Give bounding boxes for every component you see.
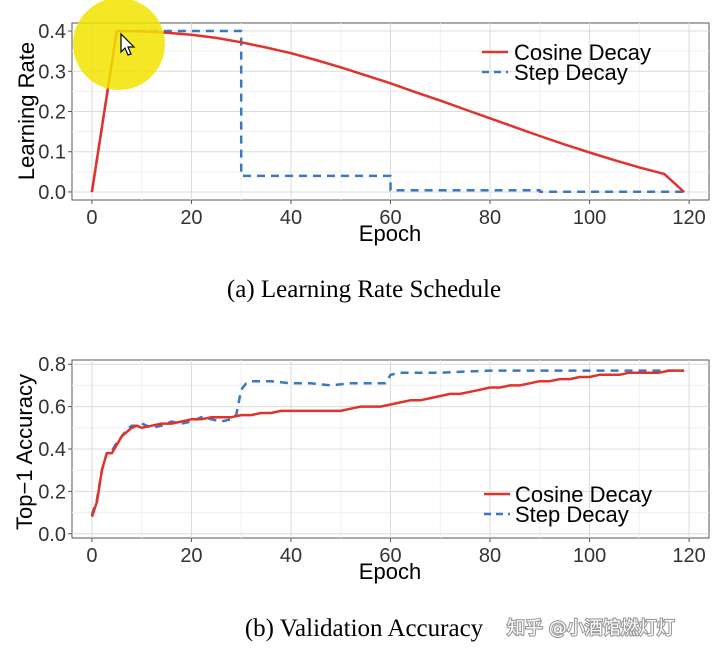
y-tick-label: 0.3: [38, 61, 66, 83]
x-tick-label: 0: [86, 207, 97, 229]
x-tick-label: 0: [86, 545, 97, 567]
y-tick-label: 0.0: [38, 182, 66, 204]
x-tick-label: 60: [379, 207, 401, 229]
series-learning-rate: [90, 29, 685, 194]
series-line-cosine-decay: [90, 29, 685, 193]
caption-validation-accuracy: (b) Validation Accuracy: [245, 615, 484, 642]
mouse-cursor-icon: [120, 32, 136, 56]
legend-label-step-decay: Step Decay: [515, 502, 629, 527]
x-tick-label: 40: [280, 207, 302, 229]
x-tick-label: 100: [573, 207, 606, 229]
gridlines-validation-accuracy: [72, 360, 709, 538]
panel-validation-accuracy: 0 20 40 60 80 100 120 0.0 0.2 0.4 0.6 0.8 Epoch Top…: [12, 354, 710, 642]
legend-label-cosine-decay: Cosine Decay: [514, 40, 651, 65]
y-tick-label: 0.8: [38, 354, 66, 376]
x-tick-label: 120: [672, 545, 705, 567]
y-axis-label-validation-accuracy: Top−1 Accuracy: [12, 374, 37, 530]
legend-learning-rate: Cosine Decay Step Decay: [482, 40, 651, 85]
x-tick-label: 80: [479, 545, 501, 567]
y-tick-label: 0.4: [38, 439, 66, 461]
panel-learning-rate: 0 20 40 60 80 100 120 0.0 0.1 0.2 0.3 0.4 Epoch Lea…: [14, 21, 710, 303]
x-axis-label-learning-rate: Epoch: [359, 221, 421, 246]
y-tick-label: 0.6: [38, 397, 66, 419]
caption-learning-rate: (a) Learning Rate Schedule: [227, 276, 501, 303]
tick-labels-learning-rate: 0 20 40 60 80 100 120 0.0 0.1 0.2 0.3 0.4: [38, 21, 706, 229]
tick-labels-validation-accuracy: 0 20 40 60 80 100 120 0.0 0.2 0.4 0.6 0.8: [38, 354, 706, 567]
y-tick-label: 0.4: [38, 21, 66, 43]
x-tick-label: 80: [479, 207, 501, 229]
legend-validation-accuracy: Cosine Decay Step Decay: [484, 482, 652, 527]
legend-label-cosine-decay: Cosine Decay: [515, 482, 652, 507]
x-tick-label: 20: [180, 207, 202, 229]
cursor-highlight: [73, 0, 165, 90]
y-axis-label-learning-rate: Learning Rate: [14, 42, 39, 180]
x-tick-label: 60: [379, 545, 401, 567]
series-line-cosine-decay: [90, 369, 685, 518]
gridlines-learning-rate: [72, 23, 709, 200]
series-line-step-decay: [90, 29, 685, 194]
y-tick-label: 0.1: [38, 142, 66, 164]
x-tick-label: 40: [280, 545, 302, 567]
x-tick-label: 120: [672, 207, 705, 229]
x-tick-label: 20: [180, 545, 202, 567]
y-tick-label: 0.2: [38, 481, 66, 503]
x-axis-label-validation-accuracy: Epoch: [359, 559, 421, 584]
y-tick-label: 0.2: [38, 102, 66, 124]
y-tick-label: 0.0: [38, 524, 66, 546]
series-validation-accuracy: [90, 369, 685, 518]
legend-label-step-decay: Step Decay: [514, 60, 628, 85]
watermark-text: 知乎 @小酒馆燃灯灯: [507, 618, 675, 639]
x-tick-label: 100: [573, 545, 606, 567]
